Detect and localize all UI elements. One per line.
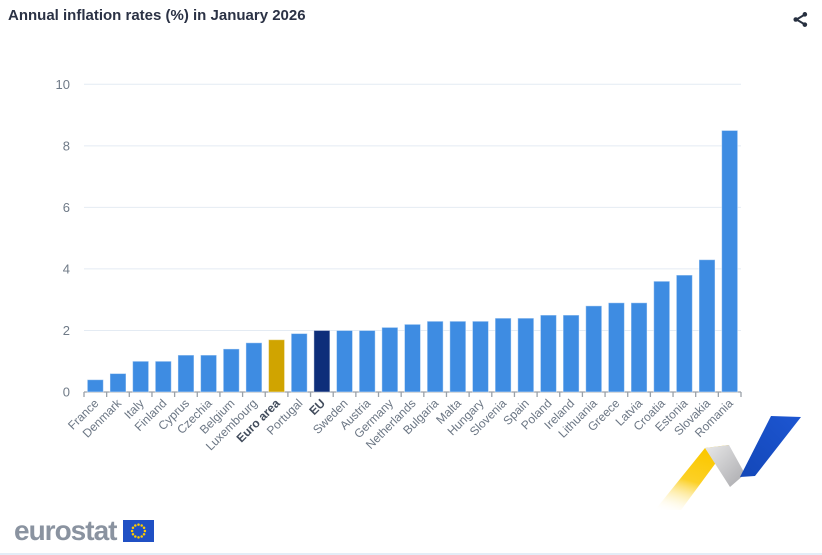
flag-star — [134, 524, 138, 527]
eurostat-logo: eurostat — [14, 514, 155, 548]
bar-croatia[interactable] — [653, 280, 671, 393]
flag-star — [143, 532, 146, 536]
bar-greece[interactable] — [607, 302, 625, 393]
bar-luxembourg[interactable] — [245, 342, 263, 393]
bar-poland[interactable] — [539, 314, 557, 393]
bar-czechia[interactable] — [200, 354, 218, 393]
share-nodes-icon — [792, 11, 807, 27]
bar-romania[interactable] — [721, 129, 739, 393]
y-axis-tick-label: 6 — [63, 200, 70, 215]
bar-bulgaria[interactable] — [426, 320, 444, 393]
bar-hungary[interactable] — [471, 320, 489, 393]
bottom-divider — [0, 553, 822, 555]
y-axis-tick-label: 8 — [63, 138, 70, 153]
bar-denmark[interactable] — [109, 373, 127, 393]
bar-austria[interactable] — [358, 329, 376, 393]
bar-sweden[interactable] — [336, 329, 354, 393]
bar-slovenia[interactable] — [494, 317, 512, 393]
flag-star — [137, 536, 141, 539]
share-button[interactable] — [788, 7, 812, 31]
y-axis-tick-label: 0 — [63, 385, 70, 400]
bar-germany[interactable] — [381, 326, 399, 393]
flag-star — [144, 529, 147, 533]
eurostat-ribbon-graphic — [655, 416, 801, 510]
bar-finland[interactable] — [154, 360, 172, 393]
eurostat-logo-text: eurostat — [14, 515, 117, 546]
bar-ireland[interactable] — [562, 314, 580, 393]
bar-estonia[interactable] — [675, 274, 693, 393]
flag-star — [140, 535, 144, 538]
bar-slovakia[interactable] — [698, 259, 716, 393]
inflation-bar-chart: 0246810FranceDenmarkItalyFinlandCyprusCz… — [56, 77, 801, 510]
flag-star — [132, 532, 135, 536]
bar-spain[interactable] — [517, 317, 535, 393]
flag-star — [131, 529, 134, 533]
bar-lithuania[interactable] — [585, 305, 603, 393]
flag-star — [140, 524, 144, 527]
bar-portugal[interactable] — [290, 333, 308, 393]
eu-flag-icon — [123, 520, 155, 542]
y-axis-tick-label: 10 — [56, 77, 70, 92]
bar-netherlands[interactable] — [404, 323, 421, 393]
bar-france[interactable] — [86, 379, 104, 393]
flag-star — [143, 526, 146, 530]
y-axis-tick-label: 2 — [63, 323, 70, 338]
flag-star — [134, 535, 138, 538]
flag-star — [132, 526, 135, 530]
bar-belgium[interactable] — [222, 348, 240, 393]
flag-star — [137, 523, 141, 526]
bar-malta[interactable] — [449, 320, 467, 393]
chart-title: Annual inflation rates (%) in January 20… — [8, 7, 306, 24]
bar-eu[interactable] — [313, 329, 331, 393]
bar-euro-area[interactable] — [268, 339, 286, 393]
bar-italy[interactable] — [132, 360, 150, 393]
bar-latvia[interactable] — [630, 302, 648, 393]
bar-cyprus[interactable] — [177, 354, 195, 393]
y-axis-tick-label: 4 — [63, 261, 70, 276]
